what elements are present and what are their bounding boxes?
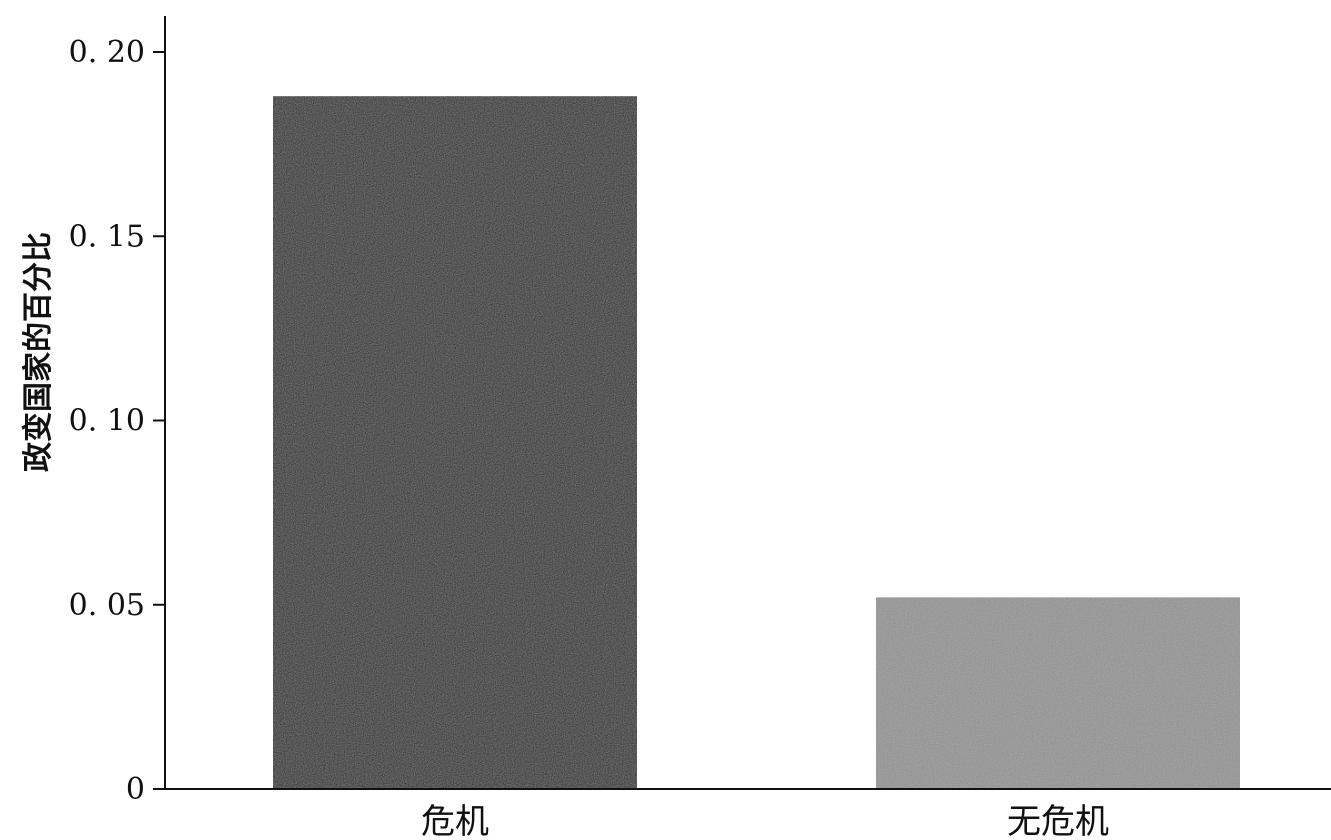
x-category-label: 危机 bbox=[421, 802, 489, 840]
y-tick-label: 0 bbox=[126, 772, 145, 807]
axes-layer: 0 0. 05 0. 10 0. 15 0. 20 危机 无危机 bbox=[69, 16, 1331, 840]
y-tick-label: 0. 05 bbox=[69, 588, 145, 623]
y-tick-label: 0. 15 bbox=[69, 219, 145, 254]
x-category-label: 无危机 bbox=[1007, 802, 1109, 840]
y-tick-label: 0. 20 bbox=[69, 35, 145, 70]
y-axis-title: 政变国家的百分比 bbox=[21, 232, 56, 472]
bars-layer bbox=[273, 96, 1240, 790]
bar-crisis bbox=[273, 96, 637, 790]
bar-no-crisis bbox=[876, 597, 1240, 789]
y-tick-label: 0. 10 bbox=[69, 404, 145, 439]
